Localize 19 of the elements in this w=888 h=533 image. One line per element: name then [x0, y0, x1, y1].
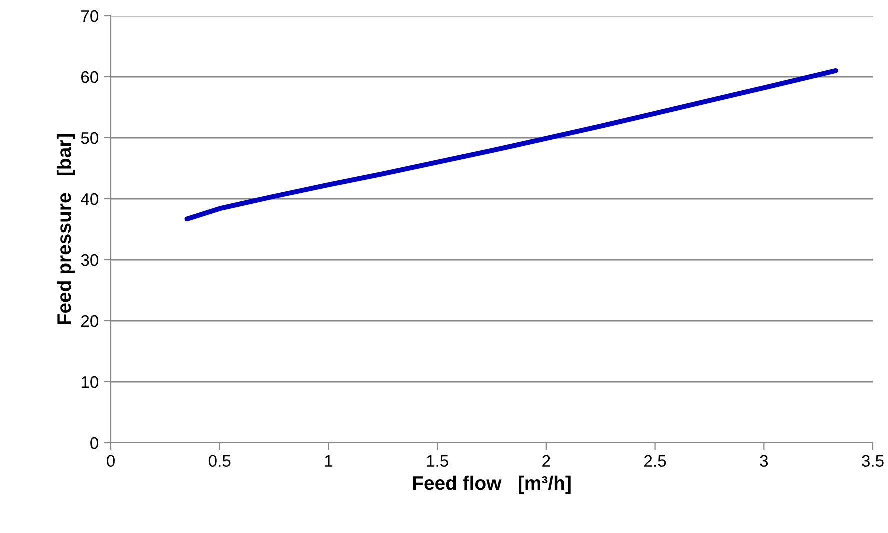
y-tick-label: 20	[81, 315, 99, 328]
y-axis-title: Feed pressure [bar]	[56, 134, 76, 324]
line-series	[184, 68, 838, 222]
y-tick-label: 0	[90, 437, 99, 450]
x-tick-label: 1.5	[427, 455, 448, 468]
x-tick-label: 2.5	[644, 455, 666, 468]
y-tick-label: 50	[81, 132, 99, 144]
x-tick-label: 3	[760, 455, 768, 468]
x-tick-label: 2	[542, 455, 550, 467]
y-tick-label: 60	[82, 71, 99, 84]
y-tick-label: 30	[81, 254, 99, 266]
y-tick-label: 70	[82, 10, 99, 22]
x-tick-label: 0	[107, 455, 115, 468]
x-tick-label: 0.5	[208, 455, 231, 468]
y-tick-label: 10	[82, 376, 99, 388]
x-tick-label: 3.5	[862, 455, 884, 468]
y-tick-label: 40	[81, 193, 99, 206]
x-tick-label: 1	[325, 455, 333, 467]
x-axis-title: Feed flow [m³/h]	[413, 476, 571, 494]
